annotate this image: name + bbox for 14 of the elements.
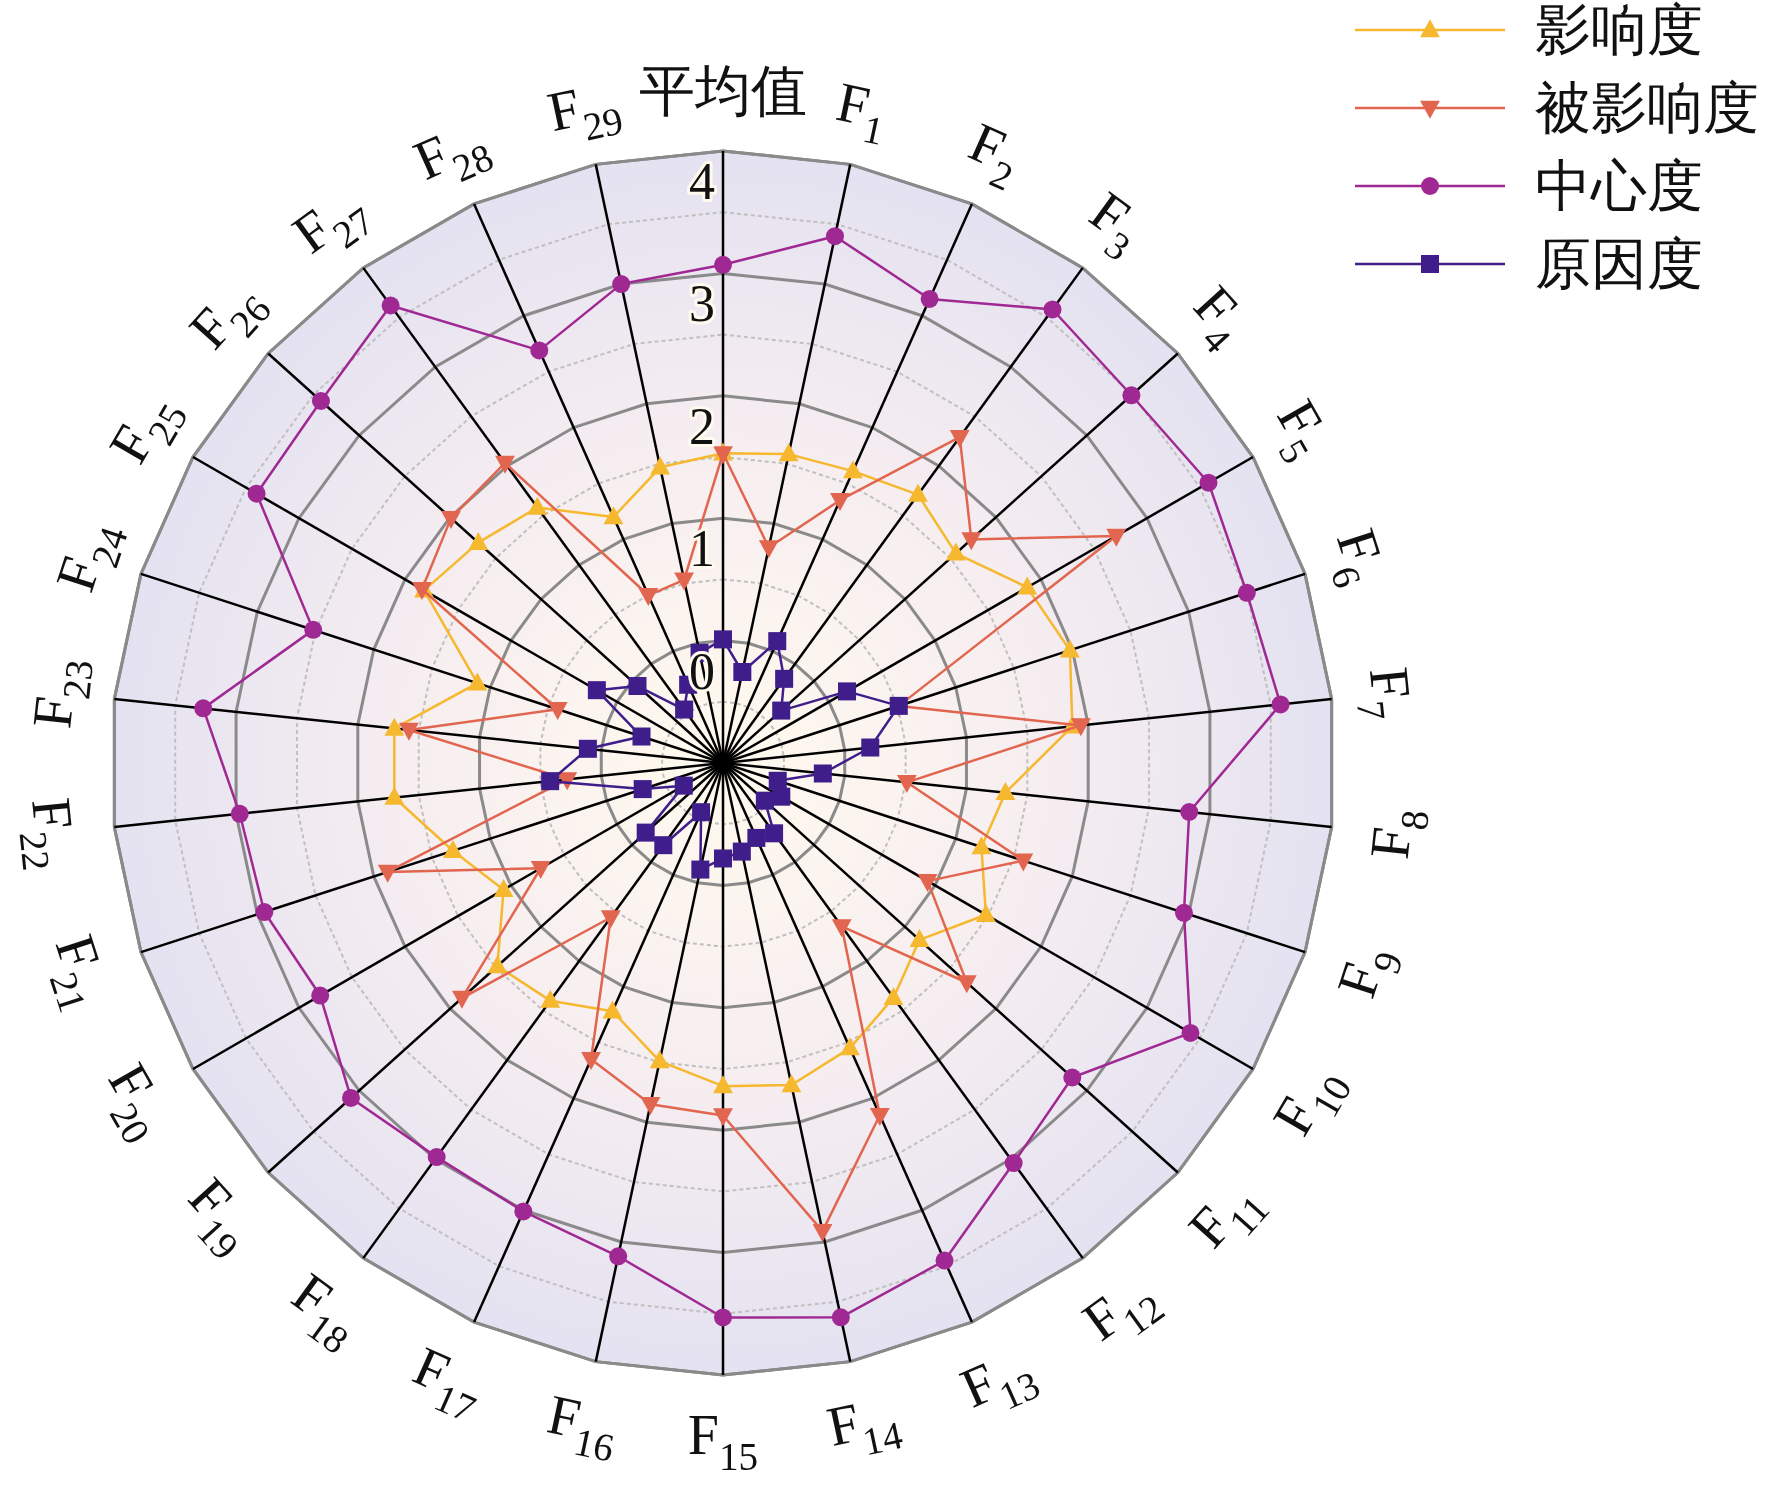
spoke-label: F$_{29}$ bbox=[542, 76, 627, 149]
spoke-label: 平均值 bbox=[639, 60, 807, 122]
legend-label: 中心度 bbox=[1535, 155, 1703, 217]
spoke-label: F$_{16}$ bbox=[542, 1382, 618, 1470]
legend-label: 影响度 bbox=[1535, 0, 1703, 61]
legend-label: 被影响度 bbox=[1535, 77, 1759, 139]
y-tick-label: 2 bbox=[689, 397, 715, 455]
y-tick-label: 4 bbox=[689, 153, 715, 210]
y-tick-label: 1 bbox=[689, 520, 715, 578]
spoke-label: F$_{1}$ bbox=[831, 70, 888, 154]
legend-label: 原因度 bbox=[1535, 233, 1703, 295]
spoke-label: F$_{15}$ bbox=[687, 1404, 759, 1478]
y-tick-label: 3 bbox=[689, 275, 715, 333]
spoke-label: F$_{14}$ bbox=[821, 1390, 907, 1464]
